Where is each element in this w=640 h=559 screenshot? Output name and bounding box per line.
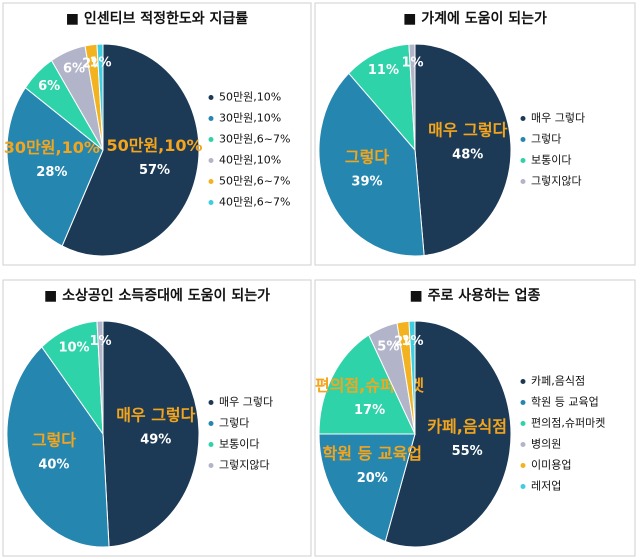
panel-border bbox=[2, 2, 312, 266]
legend-label: 30만원,10% bbox=[219, 112, 281, 125]
value-label: 6% bbox=[38, 79, 60, 94]
value-label: 28% bbox=[36, 165, 67, 180]
value-label: 57% bbox=[139, 163, 170, 178]
legend-label: 30만원,6~7% bbox=[219, 133, 290, 146]
legend-marker bbox=[208, 200, 214, 205]
legend-label: 매우 그렇다 bbox=[531, 112, 585, 125]
slice-name: 50만원,10% bbox=[106, 136, 202, 155]
legend-marker bbox=[208, 421, 214, 426]
legend-label: 그렇지않다 bbox=[219, 459, 270, 472]
chart-title: ■ 소상공인 소득증대에 도움이 되는가 bbox=[44, 287, 270, 304]
legend-marker bbox=[520, 400, 526, 405]
pie-slice bbox=[348, 43, 416, 152]
legend-marker bbox=[208, 116, 214, 121]
pie-slice bbox=[414, 43, 512, 257]
pie-slice bbox=[318, 72, 425, 257]
value-label: 17% bbox=[354, 403, 385, 418]
value-label: 1% bbox=[89, 334, 111, 349]
value-label: 1% bbox=[89, 56, 111, 71]
slice-name: 그렇다 bbox=[345, 148, 389, 167]
legend-marker bbox=[520, 442, 526, 447]
slice-name: 매우 그렇다 bbox=[116, 406, 195, 425]
pie-slice bbox=[318, 433, 416, 543]
pie-slice bbox=[6, 346, 110, 548]
pie-slice bbox=[6, 86, 104, 247]
legend-label: 그렇다 bbox=[531, 133, 561, 146]
legend-label: 편의점,슈퍼마켓 bbox=[531, 417, 605, 430]
legend-label: 40만원,10% bbox=[219, 154, 281, 167]
value-label: 10% bbox=[58, 340, 89, 355]
legend-marker bbox=[208, 137, 214, 142]
legend-label: 그렇다 bbox=[219, 417, 249, 430]
pie-slice bbox=[41, 320, 104, 436]
panel-border bbox=[314, 2, 636, 266]
legend-marker bbox=[208, 158, 214, 163]
value-label: 49% bbox=[140, 433, 171, 448]
legend-marker bbox=[520, 484, 526, 489]
legend-marker bbox=[208, 400, 214, 405]
legend-marker bbox=[520, 179, 526, 184]
legend-label: 레저업 bbox=[531, 480, 561, 493]
legend-marker bbox=[520, 158, 526, 163]
pie-slice bbox=[96, 320, 104, 435]
legend-label: 50만원,10% bbox=[219, 91, 281, 104]
value-label: 5% bbox=[377, 339, 399, 354]
value-label: 40% bbox=[38, 457, 69, 472]
slice-name: 매우 그렇다 bbox=[428, 121, 507, 140]
pie-slice bbox=[102, 320, 200, 548]
legend-label: 학원 등 교육업 bbox=[531, 396, 599, 409]
legend-label: 카페,음식점 bbox=[531, 375, 585, 388]
legend-marker bbox=[208, 463, 214, 468]
legend-marker bbox=[520, 421, 526, 426]
value-label: 48% bbox=[452, 148, 483, 163]
pie-slice bbox=[384, 320, 512, 548]
legend-label: 보통이다 bbox=[219, 438, 259, 451]
legend-label: 50만원,6~7% bbox=[219, 175, 290, 188]
legend-label: 그렇지않다 bbox=[531, 175, 582, 188]
slice-name: 학원 등 교육업 bbox=[323, 444, 422, 463]
value-label: 20% bbox=[357, 471, 388, 486]
panel-border bbox=[314, 279, 636, 557]
value-label: 6% bbox=[63, 62, 85, 77]
legend-marker bbox=[520, 116, 526, 121]
pie-slice bbox=[61, 43, 200, 257]
legend-marker bbox=[520, 379, 526, 384]
pie-slice bbox=[318, 334, 416, 435]
chart-title: ■ 주로 사용하는 업종 bbox=[410, 287, 541, 304]
slice-name: 그렇다 bbox=[32, 430, 76, 449]
pie-slice bbox=[408, 43, 416, 151]
legend-label: 병의원 bbox=[531, 438, 561, 451]
panel-border bbox=[2, 279, 312, 557]
value-label: 1% bbox=[401, 334, 423, 349]
slice-name: 30만원,10% bbox=[4, 138, 100, 157]
value-label: 11% bbox=[368, 63, 399, 78]
value-label: 39% bbox=[351, 175, 382, 190]
legend-label: 보통이다 bbox=[531, 154, 571, 167]
pie-slice bbox=[408, 320, 416, 435]
legend-marker bbox=[520, 463, 526, 468]
legend-marker bbox=[208, 442, 214, 447]
legend-label: 40만원,6~7% bbox=[219, 196, 290, 209]
chart-title: ■ 인센티브 적정한도와 지급률 bbox=[66, 10, 249, 27]
slice-name: 카페,음식점 bbox=[427, 417, 507, 436]
legend-marker bbox=[208, 95, 214, 100]
legend-label: 이미용업 bbox=[531, 459, 571, 472]
chart-title: ■ 가계에 도움이 되는가 bbox=[403, 10, 547, 27]
pie-slice bbox=[96, 43, 104, 151]
value-label: 55% bbox=[452, 444, 483, 459]
legend-marker bbox=[520, 137, 526, 142]
value-label: 1% bbox=[401, 56, 423, 71]
legend-label: 매우 그렇다 bbox=[219, 396, 273, 409]
legend-marker bbox=[208, 179, 214, 184]
